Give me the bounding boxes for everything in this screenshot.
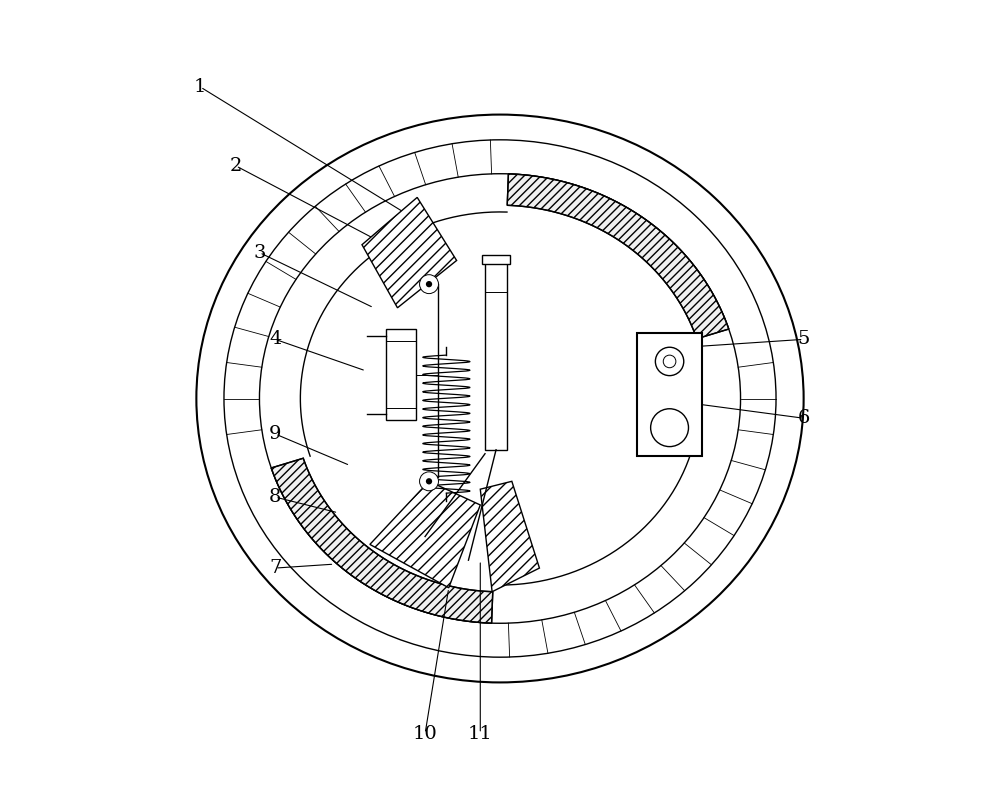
Polygon shape <box>271 458 493 623</box>
Bar <box>482 255 510 265</box>
Polygon shape <box>507 174 729 339</box>
Text: 4: 4 <box>269 330 281 348</box>
Circle shape <box>420 472 438 491</box>
Bar <box>485 261 507 450</box>
Polygon shape <box>480 481 539 591</box>
Polygon shape <box>370 481 480 587</box>
Circle shape <box>420 275 438 293</box>
Text: 1: 1 <box>194 78 206 96</box>
Text: 9: 9 <box>269 425 281 443</box>
Text: 5: 5 <box>797 330 810 348</box>
Text: 7: 7 <box>269 559 281 577</box>
Text: 2: 2 <box>230 157 242 175</box>
Circle shape <box>426 478 432 485</box>
Circle shape <box>426 281 432 287</box>
Text: 6: 6 <box>797 409 810 427</box>
Bar <box>386 329 416 420</box>
Bar <box>637 333 702 456</box>
Text: 3: 3 <box>253 244 266 261</box>
Text: 8: 8 <box>269 488 281 506</box>
Text: 11: 11 <box>468 724 493 743</box>
Text: 10: 10 <box>413 724 437 743</box>
Polygon shape <box>362 198 457 308</box>
